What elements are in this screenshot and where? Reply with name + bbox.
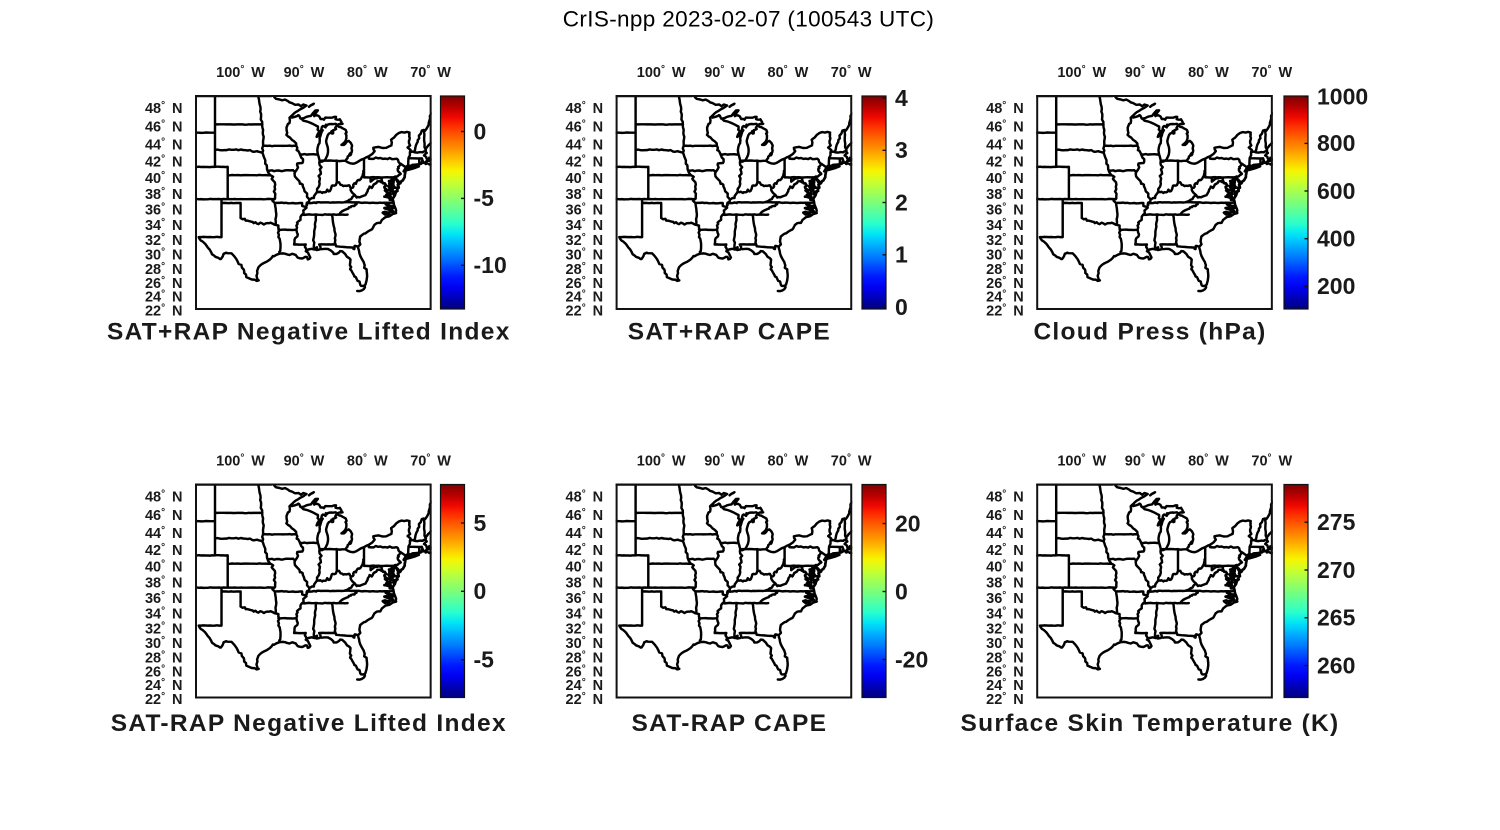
svg-text:2: 2 [895,189,908,215]
svg-text:1000: 1000 [1317,83,1368,109]
svg-text:0: 0 [895,294,908,320]
svg-text:5: 5 [474,510,487,536]
svg-text:-10: -10 [474,252,507,278]
svg-text:0: 0 [474,118,487,144]
svg-text:400: 400 [1317,226,1355,252]
svg-text:0: 0 [895,578,908,604]
svg-text:3: 3 [895,137,908,163]
svg-text:260: 260 [1317,652,1355,678]
svg-text:800: 800 [1317,130,1355,156]
svg-text:Cloud Press (hPa): Cloud Press (hPa) [1033,319,1266,346]
svg-text:270: 270 [1317,557,1355,583]
svg-text:SAT+RAP Negative Lifted Index: SAT+RAP Negative Lifted Index [107,319,511,346]
svg-text:SAT-RAP Negative Lifted Index: SAT-RAP Negative Lifted Index [111,710,507,737]
svg-text:275: 275 [1317,509,1356,535]
svg-text:1: 1 [895,242,908,268]
svg-text:265: 265 [1317,605,1356,631]
svg-text:600: 600 [1317,178,1355,204]
svg-text:-5: -5 [474,647,495,673]
svg-text:Surface Skin Temperature (K): Surface Skin Temperature (K) [960,710,1339,737]
svg-text:200: 200 [1317,273,1355,299]
svg-text:SAT+RAP CAPE: SAT+RAP CAPE [628,319,831,346]
svg-text:-5: -5 [474,185,495,211]
svg-text:SAT-RAP CAPE: SAT-RAP CAPE [632,710,828,737]
svg-text:-20: -20 [895,646,928,672]
svg-text:CrIS-npp 2023-02-07 (100543 UT: CrIS-npp 2023-02-07 (100543 UTC) [563,7,934,32]
svg-text:20: 20 [895,510,921,536]
svg-text:4: 4 [895,85,908,111]
svg-text:0: 0 [474,578,487,604]
